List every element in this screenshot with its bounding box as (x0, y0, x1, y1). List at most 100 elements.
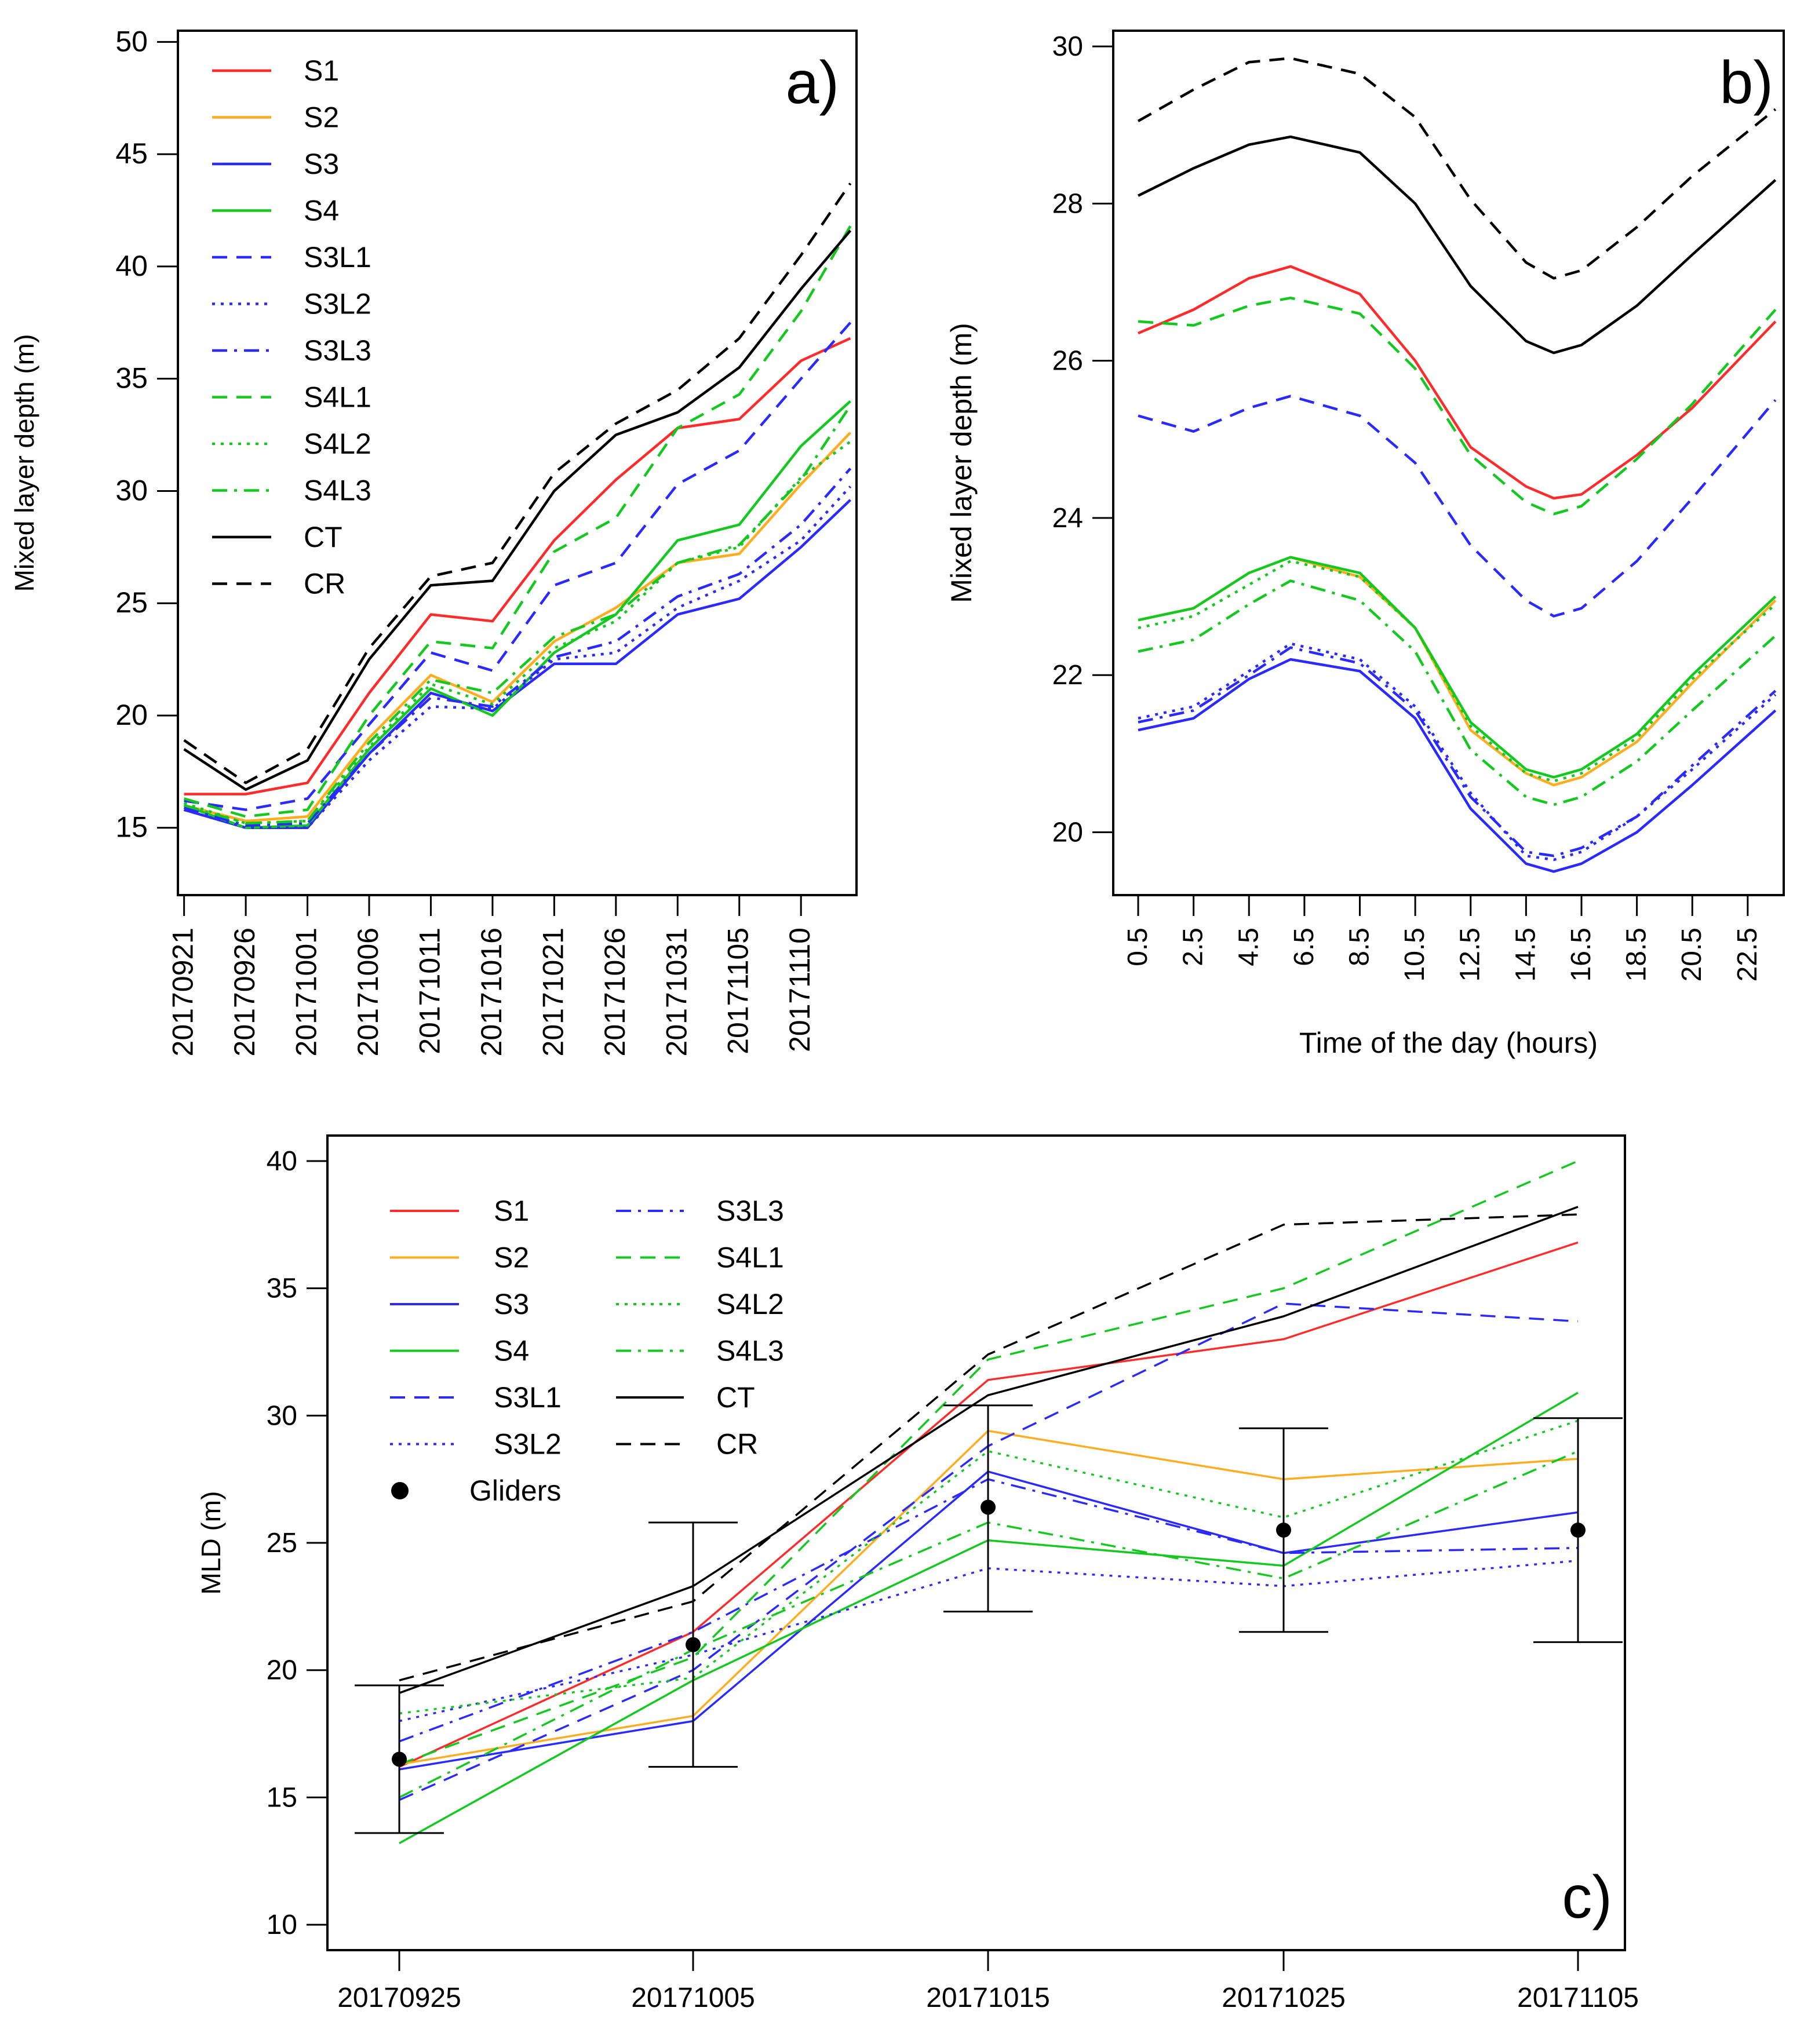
series-line-s1 (1138, 265, 1777, 500)
y-tick-label: 50 (115, 25, 148, 57)
legend-label: S1 (304, 54, 339, 87)
x-tick-label: 20.5 (1677, 928, 1707, 981)
series-line-s4l1 (183, 225, 852, 818)
series-line-s3l3 (1138, 646, 1777, 857)
y-tick-label: 45 (115, 137, 148, 170)
glider-point (686, 1637, 701, 1652)
glider-point (1570, 1523, 1586, 1538)
x-tick-label: 16.5 (1566, 928, 1597, 981)
legend-label: CT (716, 1381, 755, 1414)
y-tick-label: 20 (1052, 817, 1083, 848)
legend-label: S2 (304, 101, 339, 134)
x-tick-label: 20170925 (337, 1983, 461, 2013)
x-tick-label: 20171105 (1517, 1983, 1639, 2013)
panel-c-mld-vs-gliders: 10 15 20 25 30 35 40 MLD (m) 20170925 20171005 201… (196, 1134, 1639, 2013)
legend-label: S3L3 (304, 334, 371, 367)
y-tick-label: 28 (1052, 188, 1083, 219)
x-tick-label: 20171011 (413, 928, 446, 1054)
panel-label: b) (1720, 49, 1773, 116)
legend-label: S3L2 (304, 288, 371, 320)
x-tick-label: 20171025 (1222, 1983, 1346, 2013)
series-line-s4l3 (183, 404, 852, 825)
y-tick-label: 22 (1052, 660, 1083, 691)
y-tick-label: 25 (115, 586, 148, 619)
x-tick-label: 8.5 (1344, 928, 1375, 966)
y-tick-label: 10 (267, 1910, 297, 1940)
legend-label: S4L2 (716, 1288, 784, 1320)
legend-label: S4L2 (304, 428, 371, 460)
series-line-s3l2 (183, 486, 852, 829)
y-tick-label: 26 (1052, 346, 1083, 377)
legend-swatch-gliders (391, 1482, 409, 1499)
y-tick-label: 30 (115, 474, 148, 506)
legend-label: S4L1 (716, 1242, 784, 1274)
series-line-cr (1137, 57, 1777, 280)
y-tick-label: 35 (267, 1273, 297, 1304)
series-line-s4 (183, 400, 851, 829)
series-line-s3 (1138, 658, 1777, 873)
y-tick-label: 20 (267, 1655, 297, 1686)
legend-label: S1 (494, 1195, 529, 1227)
x-tick-label: 14.5 (1510, 928, 1541, 981)
series-line-s2 (1138, 556, 1777, 787)
series-line-s4l1 (399, 1160, 1579, 1765)
legend-label: S4L1 (304, 381, 371, 414)
x-tick-label: 20171006 (352, 928, 384, 1056)
y-tick-label: 30 (1052, 31, 1083, 62)
series-line-cr (399, 1213, 1579, 1681)
series-line-cr (183, 183, 852, 784)
legend-label: S4 (304, 195, 339, 227)
series-line-ct (399, 1206, 1579, 1694)
x-axis-label: Time of the day (hours) (1299, 1027, 1598, 1059)
x-tick-label: 0.5 (1123, 928, 1153, 966)
series-line-s4l1 (1138, 296, 1777, 516)
x-tick-label: 20171110 (783, 928, 816, 1052)
panel-b-mld-diurnal: 20 22 24 26 28 30 Mixed layer depth (m) 0.5 2.5 4… (945, 30, 1785, 1059)
panel-label: a) (786, 49, 839, 116)
x-tick-label: 2.5 (1178, 928, 1209, 966)
panel-a-mld-timeseries: 15 20 25 30 35 40 45 50 Mixed layer depth (m) 201… (9, 25, 858, 1056)
plot-frame (1112, 30, 1785, 896)
x-tick-label: 20170926 (228, 928, 261, 1056)
legend-label: S3 (304, 148, 339, 180)
y-axis-label: Mixed layer depth (m) (9, 334, 39, 592)
legend-label: Gliders (469, 1474, 561, 1507)
x-tick-label: 12.5 (1455, 928, 1486, 981)
series-line-s3l1 (184, 322, 852, 811)
legend-label: S3L1 (494, 1381, 562, 1414)
series-line-ct (1138, 135, 1777, 355)
y-tick-label: 20 (115, 699, 148, 731)
y-tick-label: 15 (267, 1782, 297, 1813)
y-tick-label: 40 (115, 250, 148, 282)
x-tick-label: 10.5 (1400, 928, 1430, 981)
legend-label: CR (304, 568, 345, 600)
x-tick-label: 20171021 (537, 928, 569, 1056)
legend-label: S2 (494, 1242, 529, 1274)
legend-label: S4L3 (716, 1335, 784, 1367)
y-tick-label: 30 (267, 1400, 297, 1431)
legend-label: S3L3 (716, 1195, 784, 1227)
x-tick-label: 20171016 (475, 928, 508, 1056)
legend-label: CR (716, 1428, 758, 1461)
x-tick-label: 20170921 (167, 928, 199, 1056)
y-axis-label: MLD (m) (196, 1491, 226, 1595)
x-tick-label: 4.5 (1233, 928, 1264, 966)
series-line-s4l2 (183, 440, 851, 825)
plot-frame (177, 30, 858, 896)
legend-label: S3L1 (304, 241, 371, 273)
series-line-s3 (183, 499, 851, 829)
y-tick-label: 35 (115, 362, 148, 395)
x-tick-label: 20171031 (660, 928, 693, 1056)
legend-label: S3 (494, 1288, 529, 1320)
x-tick-label: 20171001 (290, 928, 323, 1056)
y-axis-label: Mixed layer depth (m) (945, 323, 978, 603)
glider-point (392, 1751, 407, 1767)
x-tick-label: 20171026 (599, 928, 631, 1056)
x-tick-label: 20171005 (631, 1983, 755, 2013)
panel-label: c) (1562, 1864, 1612, 1931)
legend-label: S4 (494, 1335, 529, 1367)
y-tick-label: 15 (115, 811, 148, 844)
legend-label: S4L3 (304, 475, 371, 507)
series-line-s3l1 (1138, 395, 1777, 618)
legend-label: S3L2 (494, 1428, 562, 1461)
